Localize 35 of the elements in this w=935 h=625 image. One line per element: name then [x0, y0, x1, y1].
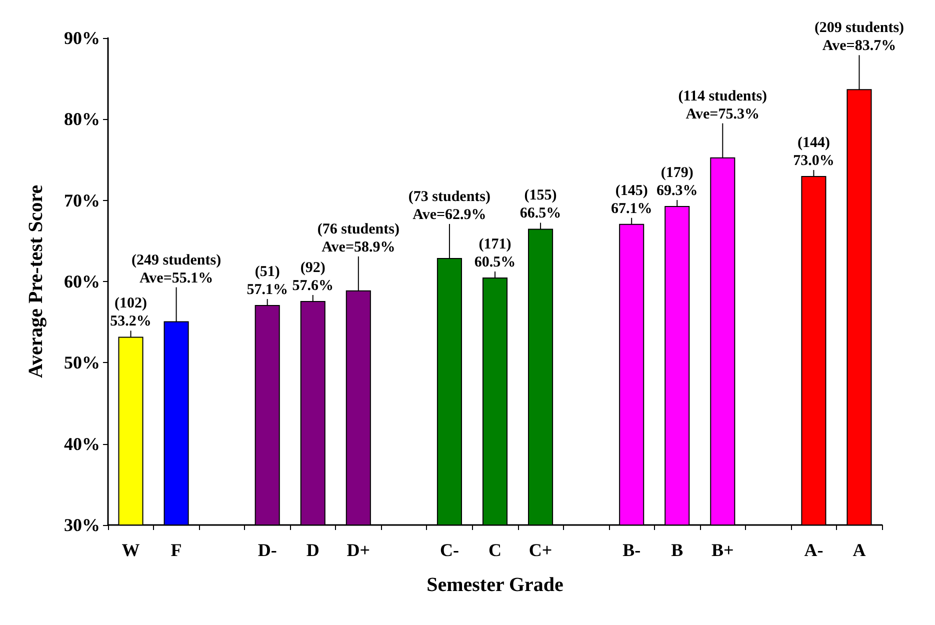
data-label: (179) 69.3%: [656, 165, 698, 200]
data-label: (102) 53.2%: [110, 296, 152, 330]
x-tick-label: W: [122, 540, 140, 560]
y-tick-label: 30%: [64, 515, 100, 535]
x-tick-label: D: [306, 540, 320, 560]
x-tick-label: D+: [346, 540, 370, 560]
y-tick-label: 80%: [64, 109, 100, 130]
x-tick-label: B: [671, 540, 684, 560]
data-label: (92) 57.6%: [292, 260, 334, 294]
x-tick-label: B-: [622, 540, 641, 560]
y-axis-title: Average Pre-test Score: [25, 184, 47, 378]
data-label: (73 students) Ave=62.9%: [408, 188, 491, 223]
x-axis-title: Semester Grade: [426, 574, 564, 596]
x-tick-label: D-: [258, 540, 277, 560]
x-tick-label: F: [170, 540, 182, 560]
x-tick-label: A: [852, 540, 866, 560]
x-tick-label: A-: [804, 540, 824, 560]
x-tick-label: B+: [712, 540, 734, 560]
y-tick-label: 60%: [64, 272, 100, 292]
data-label: (145) 67.1%: [610, 182, 652, 217]
x-tick-label: C: [488, 540, 502, 560]
y-tick-label: 40%: [64, 434, 100, 454]
data-label: (114 students) Ave=75.3%: [678, 88, 768, 122]
data-label: (51) 57.1%: [246, 264, 288, 298]
data-label: (209 students) Ave=83.7%: [814, 20, 904, 54]
x-tick-label: C-: [440, 540, 459, 560]
data-label: (76 students) Ave=58.9%: [317, 221, 400, 256]
y-tick-label: 90%: [64, 28, 100, 48]
data-label: (249 students) Ave=55.1%: [131, 252, 222, 286]
x-tick-label: C+: [528, 540, 552, 560]
data-label: (171) 60.5%: [474, 236, 516, 270]
y-tick-label: 70%: [64, 190, 100, 210]
data-label: (155) 66.5%: [520, 188, 562, 222]
data-label: (144) 73.0%: [793, 134, 834, 169]
y-tick-label: 50%: [64, 352, 100, 373]
